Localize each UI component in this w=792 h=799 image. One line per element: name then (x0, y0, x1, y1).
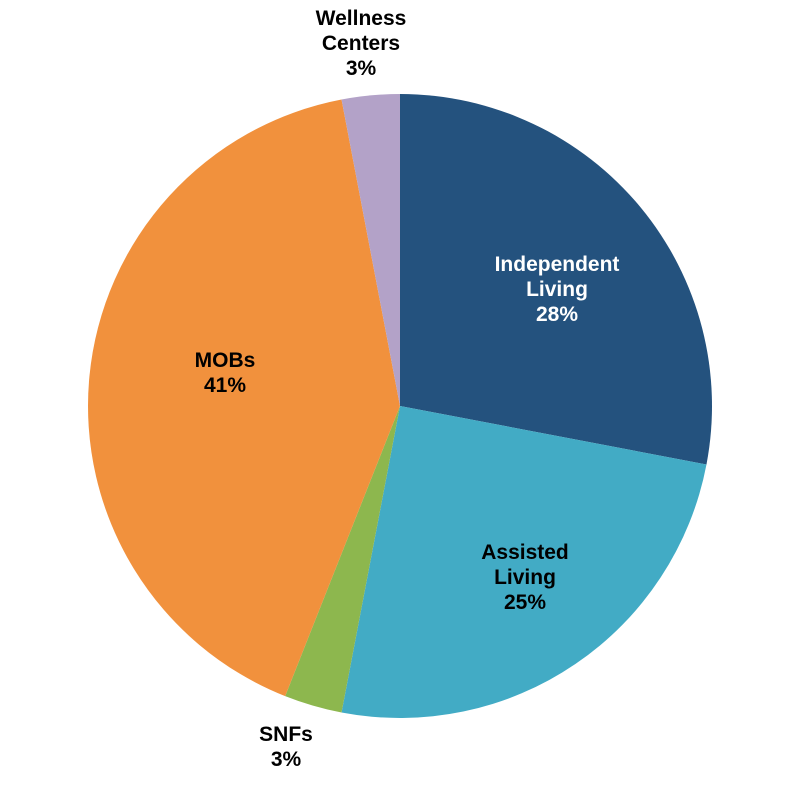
pie-slice-assisted-living (341, 406, 707, 718)
pie-slice-independent-living (400, 94, 712, 465)
pie-slice-wellness-centers (341, 94, 400, 406)
pie-slice-snfs (285, 406, 400, 713)
pie-slice-mobs (88, 99, 400, 697)
